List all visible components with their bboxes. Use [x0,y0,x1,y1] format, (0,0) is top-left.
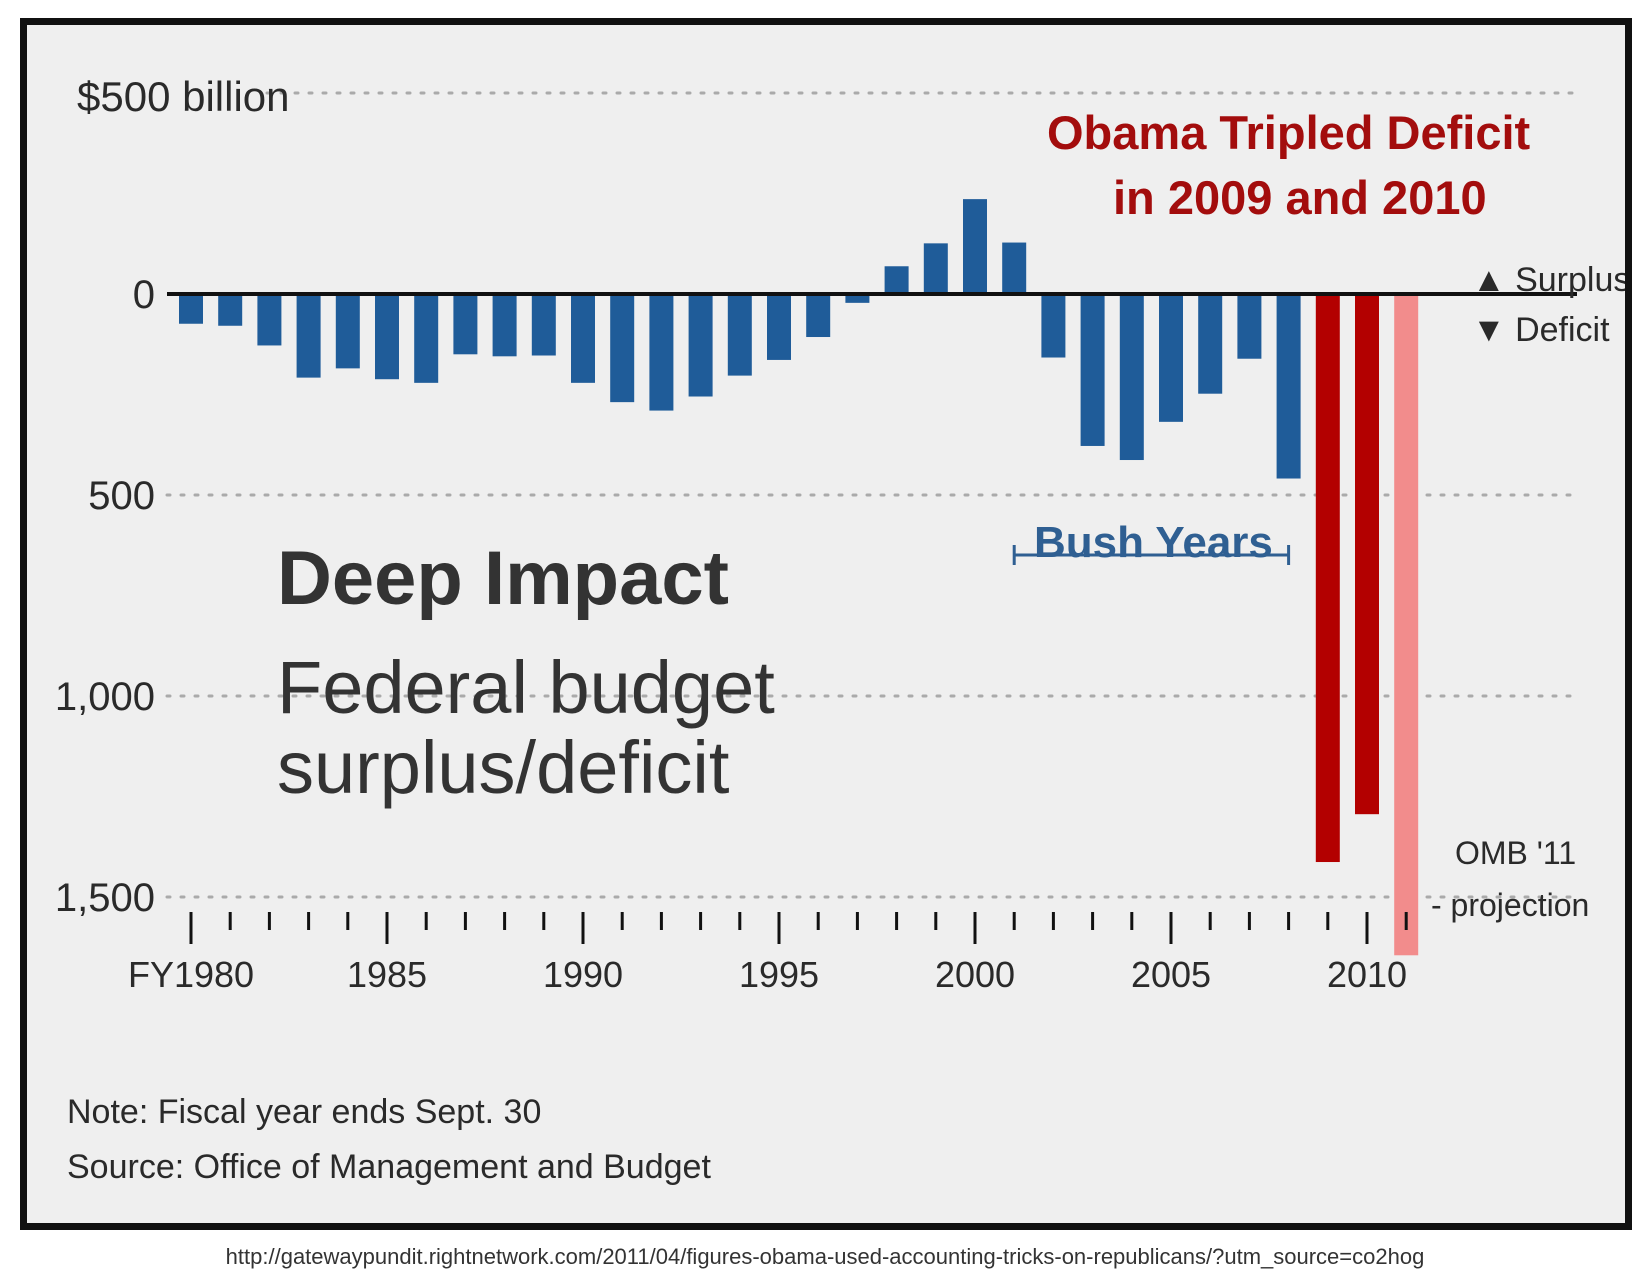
bar-1984 [335,294,360,369]
chart-plot: FY1980 1985 1990 1995 2000 2005 2010 0 500 1,000… [55,91,1579,995]
bar-1994 [727,294,752,376]
y-tick-label: 0 [133,273,155,317]
y-tick-label: 1,000 [55,675,155,719]
headline-line-2: in 2009 and 2010 [1113,171,1487,224]
bar-1989 [531,294,556,356]
bar-1982 [257,294,282,346]
y-tick-label: 1,500 [55,876,155,920]
chart-subtitle-2: surplus/deficit [277,726,730,809]
bush-years-label: Bush Years [1034,518,1273,567]
chart-title: Deep Impact [277,536,729,621]
chart-frame: FY1980 1985 1990 1995 2000 2005 2010 0 500 1,000… [20,18,1632,1230]
bar-2002 [1041,294,1066,358]
bar-1986 [414,294,439,383]
bar-2000 [963,199,987,294]
x-tick-label: 1985 [347,954,427,995]
x-tick-label: 1995 [739,954,819,995]
bar-2006 [1198,294,1223,394]
bar-2009 [1315,294,1340,863]
bar-1990 [571,294,595,383]
x-tick-label: 2010 [1327,954,1407,995]
bar-1998 [884,266,909,294]
bar-1999 [923,243,948,294]
footnote: Note: Fiscal year ends Sept. 30 [67,1093,542,1131]
bar-1985 [375,294,399,380]
legend-surplus: ▲ Surplus [1472,261,1631,299]
bar-1991 [610,294,635,403]
source-note: Source: Office of Management and Budget [67,1148,711,1186]
bar-2004 [1119,294,1144,461]
bar-1997 [845,294,870,303]
bar-1987 [453,294,478,355]
bar-1988 [492,294,517,357]
headline-line-1: Obama Tripled Deficit [1047,106,1531,159]
y-tick-label: 500 [88,474,155,518]
bar-2010 [1355,294,1379,815]
y-axis-top-label: $500 billion [77,73,290,120]
bar-1992 [649,294,674,411]
bar-2008 [1276,294,1301,479]
bar-2005 [1159,294,1183,422]
bar-2001 [1002,242,1027,294]
y-tick-labels: 0 500 1,000 1,500 [55,273,155,920]
projection-label-2: - projection [1431,887,1590,923]
bars [179,199,1419,956]
x-tick-label: 2000 [935,954,1015,995]
bar-2007 [1237,294,1262,359]
bar-1983 [296,294,321,378]
x-tick-label: 2005 [1131,954,1211,995]
legend-deficit: ▼ Deficit [1472,311,1610,349]
x-tick-label: 1990 [543,954,623,995]
projection-label-1: OMB '11 [1455,835,1577,871]
bar-1981 [218,294,243,326]
bar-2003 [1080,294,1105,446]
x-tick-label: FY1980 [128,954,254,995]
source-url: http://gatewaypundit.rightnetwork.com/20… [225,1244,1425,1269]
chart-subtitle-1: Federal budget [277,646,775,729]
x-axis: FY1980 1985 1990 1995 2000 2005 2010 [128,912,1408,995]
gridlines [165,91,1579,899]
bar-1993 [688,294,713,397]
bar-1980 [179,294,203,324]
bar-1995 [767,294,791,360]
bar-1996 [806,294,831,338]
bush-years-bracket [1012,545,1291,565]
bar-2011 [1394,294,1419,956]
